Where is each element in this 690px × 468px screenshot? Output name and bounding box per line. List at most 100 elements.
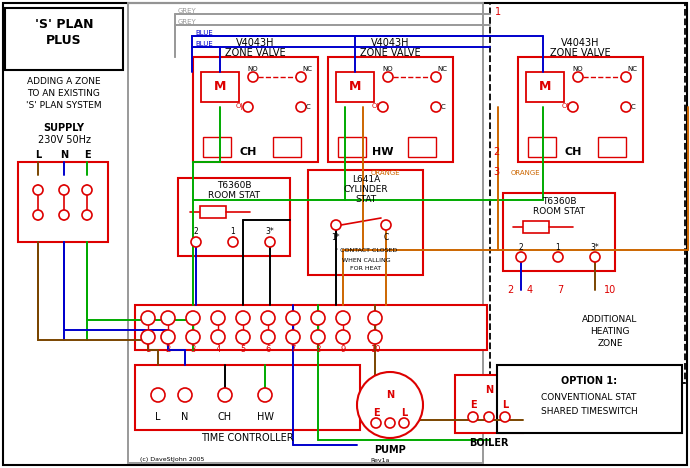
Text: 1: 1 (230, 227, 235, 236)
Circle shape (178, 388, 192, 402)
Circle shape (236, 311, 250, 325)
Text: 3: 3 (493, 167, 499, 177)
Bar (338, 137, 366, 157)
Circle shape (568, 102, 578, 112)
Circle shape (82, 185, 92, 195)
Text: HW: HW (372, 147, 394, 157)
Text: M: M (539, 80, 551, 94)
Text: TO AN EXISTING: TO AN EXISTING (28, 89, 101, 98)
Bar (273, 137, 301, 157)
Bar (455, 375, 523, 433)
Text: * CONTACT CLOSED: * CONTACT CLOSED (335, 248, 397, 253)
Text: L: L (35, 150, 41, 160)
Circle shape (261, 330, 275, 344)
Circle shape (553, 252, 563, 262)
Circle shape (357, 372, 423, 438)
Bar (523, 221, 549, 233)
Text: M: M (214, 80, 226, 94)
Text: O|: O| (371, 103, 379, 110)
Text: 2: 2 (166, 344, 170, 353)
Circle shape (243, 102, 253, 112)
Text: HW: HW (257, 412, 273, 422)
Circle shape (82, 210, 92, 220)
Circle shape (371, 418, 381, 428)
Bar (526, 72, 564, 102)
Text: T6360B: T6360B (542, 197, 576, 205)
Text: L: L (155, 412, 161, 422)
Circle shape (311, 330, 325, 344)
Circle shape (516, 252, 526, 262)
Text: ZONE: ZONE (598, 339, 623, 349)
Circle shape (211, 330, 225, 344)
Text: CYLINDER: CYLINDER (344, 185, 388, 195)
Text: ZONE VALVE: ZONE VALVE (550, 48, 611, 58)
Circle shape (141, 311, 155, 325)
Text: 'S' PLAN: 'S' PLAN (34, 17, 93, 30)
Circle shape (399, 418, 409, 428)
Text: 7: 7 (557, 285, 563, 295)
Text: ZONE VALVE: ZONE VALVE (359, 48, 420, 58)
Circle shape (265, 237, 275, 247)
Bar (408, 137, 436, 157)
Text: N: N (386, 390, 394, 400)
Text: GREY: GREY (178, 8, 197, 14)
Circle shape (151, 388, 165, 402)
Text: SUPPLY: SUPPLY (43, 123, 84, 133)
Bar (5, 8, 123, 70)
Text: T6360B: T6360B (217, 182, 251, 190)
Bar (328, 57, 453, 162)
Text: Rev1a: Rev1a (371, 458, 390, 462)
Circle shape (621, 102, 631, 112)
Circle shape (573, 72, 583, 82)
Text: O|: O| (236, 103, 244, 110)
Text: C: C (631, 104, 635, 110)
Text: 3: 3 (190, 344, 196, 353)
Circle shape (186, 330, 200, 344)
Bar (200, 206, 226, 218)
Circle shape (500, 412, 510, 422)
Text: 4: 4 (527, 285, 533, 295)
Text: 10: 10 (370, 344, 380, 353)
Circle shape (236, 330, 250, 344)
Text: 2: 2 (493, 147, 499, 157)
Circle shape (296, 102, 306, 112)
Text: (c) DaveStJohn 2005: (c) DaveStJohn 2005 (140, 458, 204, 462)
Text: ROOM STAT: ROOM STAT (533, 206, 585, 215)
Text: 4: 4 (215, 344, 221, 353)
Text: 5: 5 (240, 344, 246, 353)
Circle shape (431, 102, 441, 112)
Text: 6: 6 (266, 344, 270, 353)
Circle shape (33, 185, 43, 195)
Text: BOILER: BOILER (469, 438, 509, 448)
Text: C: C (384, 234, 388, 242)
Circle shape (59, 210, 69, 220)
Circle shape (368, 311, 382, 325)
Bar (178, 178, 290, 256)
Bar (308, 170, 423, 275)
Circle shape (336, 330, 350, 344)
Circle shape (286, 311, 300, 325)
Circle shape (186, 311, 200, 325)
Text: ADDING A ZONE: ADDING A ZONE (27, 78, 101, 87)
Circle shape (59, 185, 69, 195)
Text: L641A: L641A (352, 176, 380, 184)
Text: 9: 9 (340, 344, 346, 353)
Text: CH: CH (218, 412, 232, 422)
Bar (18, 162, 108, 242)
Bar (201, 72, 239, 102)
Text: ORANGE: ORANGE (510, 170, 540, 176)
Text: TIME CONTROLLER: TIME CONTROLLER (201, 433, 293, 443)
Text: 2: 2 (507, 285, 513, 295)
Text: ORANGE: ORANGE (371, 170, 400, 176)
Text: CH: CH (239, 147, 257, 157)
Circle shape (468, 412, 478, 422)
Text: V4043H: V4043H (236, 38, 274, 48)
Text: STAT: STAT (355, 196, 377, 205)
Text: M: M (349, 80, 361, 94)
Text: 7: 7 (290, 344, 296, 353)
Text: ZONE VALVE: ZONE VALVE (225, 48, 285, 58)
Text: 2: 2 (194, 227, 199, 236)
Text: N: N (485, 385, 493, 395)
Circle shape (33, 210, 43, 220)
Bar (598, 137, 626, 157)
